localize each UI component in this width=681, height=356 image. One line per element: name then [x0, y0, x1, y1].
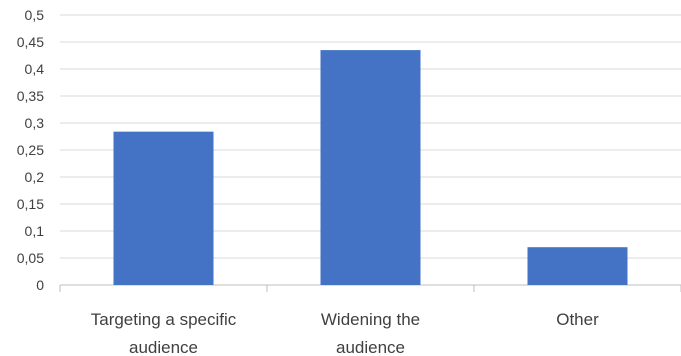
y-tick-label: 0,15: [17, 196, 44, 212]
bar: [113, 131, 214, 285]
bar: [527, 247, 628, 285]
bars: [113, 50, 628, 285]
x-tick-label: Targeting a specific audience: [91, 310, 237, 356]
y-tick-label: 0,2: [25, 169, 45, 185]
y-tick-label: 0,05: [17, 250, 44, 266]
y-tick-label: 0,3: [25, 115, 45, 131]
bar: [320, 50, 421, 285]
x-tick-label: Other: [556, 310, 599, 329]
y-tick-label: 0,4: [25, 61, 45, 77]
y-tick-label: 0: [36, 277, 44, 293]
y-tick-label: 0,25: [17, 142, 44, 158]
y-tick-label: 0,45: [17, 34, 44, 50]
x-tick-label: Widening the audience: [321, 310, 420, 356]
x-axis-category-labels: Targeting a specific audience Widening the…: [91, 310, 599, 356]
y-axis-tick-labels: 0 0,05 0,1 0,15 0,2 0,25 0,3 0,35 0,4 0,45 0,5: [17, 7, 44, 293]
y-tick-label: 0,5: [25, 7, 45, 23]
y-tick-label: 0,1: [25, 223, 45, 239]
y-tick-label: 0,35: [17, 88, 44, 104]
